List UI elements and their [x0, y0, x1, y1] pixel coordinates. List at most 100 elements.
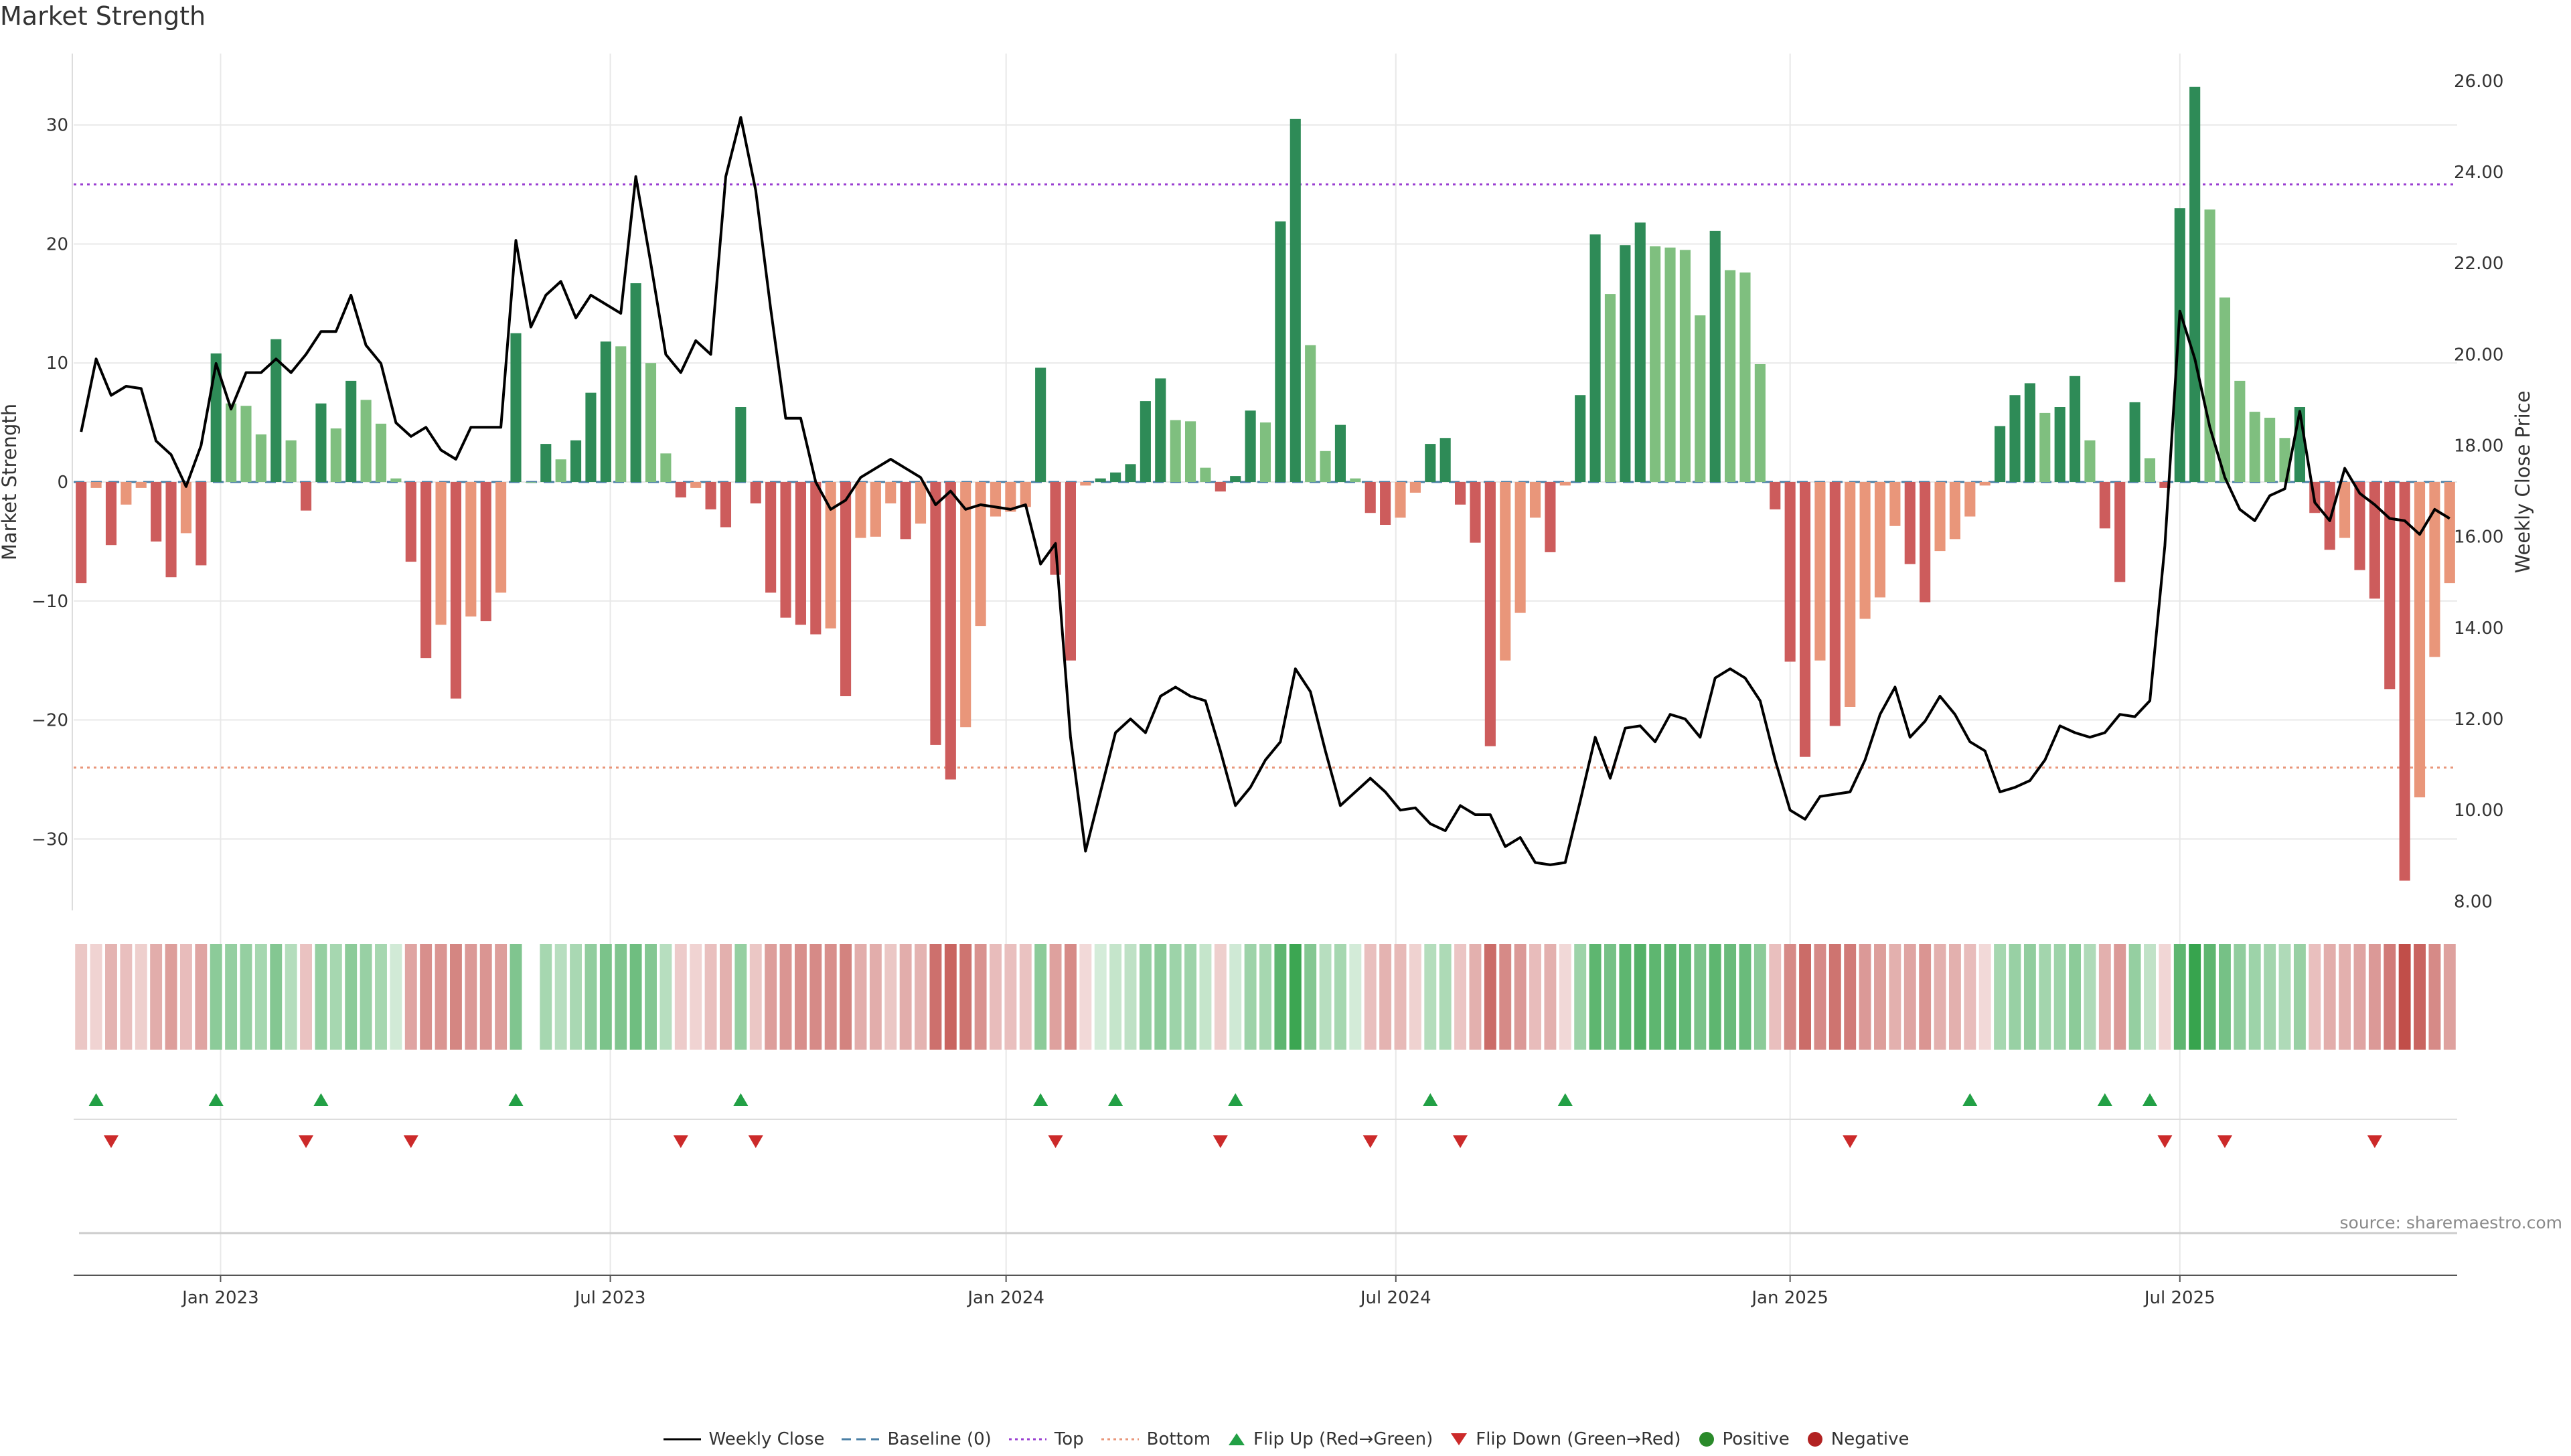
- strength-bar: [1110, 472, 1121, 482]
- heat-cell: [1919, 944, 1932, 1050]
- heat-cell: [1799, 944, 1811, 1050]
- strength-bar: [705, 482, 716, 509]
- heat-cell: [1379, 944, 1392, 1050]
- heat-cell: [615, 944, 627, 1050]
- heat-cell: [1948, 944, 1961, 1050]
- heat-cell: [1109, 944, 1122, 1050]
- heat-cell: [1229, 944, 1242, 1050]
- heat-cell: [2323, 944, 2336, 1050]
- heat-cell: [2069, 944, 2082, 1050]
- heat-cell: [1169, 944, 1182, 1050]
- flip-down-marker: [1362, 1135, 1378, 1148]
- heat-cell: [285, 944, 297, 1050]
- heat-cell: [629, 944, 642, 1050]
- y-tick-label: −10: [31, 592, 68, 612]
- strength-bar: [540, 444, 552, 482]
- heat-cell: [1529, 944, 1541, 1050]
- heat-cell: [2398, 944, 2411, 1050]
- strength-bar: [1290, 118, 1301, 482]
- heat-cell: [554, 944, 567, 1050]
- strength-bar: [1545, 482, 1556, 552]
- strength-bar: [1620, 245, 1631, 482]
- heat-cell: [240, 944, 252, 1050]
- strength-bar: [330, 428, 341, 482]
- y2-tick-label: 14.00: [2454, 619, 2503, 639]
- legend-label: Bottom: [1146, 1429, 1211, 1449]
- x-tick-label: Jul 2023: [574, 1288, 646, 1308]
- heat-cell: [1978, 944, 1991, 1050]
- strength-bar: [525, 482, 536, 483]
- legend-label: Top: [1054, 1429, 1084, 1449]
- heat-cell: [929, 944, 942, 1050]
- strength-bar: [196, 482, 207, 566]
- heat-cell: [315, 944, 327, 1050]
- heat-cell: [1094, 944, 1107, 1050]
- flip-up-marker: [1033, 1093, 1048, 1106]
- heat-cell: [2023, 944, 2036, 1050]
- heat-cell: [1214, 944, 1227, 1050]
- strength-bar: [1230, 476, 1241, 482]
- heat-cell: [2234, 944, 2246, 1050]
- weekly-close-line: [80, 116, 2450, 866]
- strength-bar: [2174, 208, 2185, 482]
- heat-cell: [2039, 944, 2051, 1050]
- flip-down-marker: [2367, 1135, 2382, 1148]
- heat-cell: [1499, 944, 1512, 1050]
- strength-bar: [2399, 482, 2410, 881]
- heat-cell: [2384, 944, 2396, 1050]
- strength-bar: [1770, 482, 1781, 509]
- heat-cell: [2009, 944, 2021, 1050]
- y-tick-label: 10: [46, 353, 68, 374]
- strength-bar: [1589, 234, 1601, 482]
- y2-tick-label: 26.00: [2454, 72, 2503, 92]
- heat-cell: [2248, 944, 2261, 1050]
- y2-tick-label: 20.00: [2454, 345, 2503, 365]
- strength-bar: [1245, 410, 1256, 482]
- heat-cell: [1814, 944, 1826, 1050]
- strength-bar: [1200, 467, 1211, 482]
- strength-bar: [1725, 270, 1736, 482]
- heat-cell: [120, 944, 133, 1050]
- flip-down-marker: [1048, 1135, 1063, 1148]
- strength-bar: [1814, 482, 1826, 661]
- y-axis-label: Market Strength: [0, 404, 21, 560]
- strength-bar: [1920, 482, 1931, 602]
- strength-bar: [135, 482, 147, 488]
- strength-bar: [2144, 458, 2156, 482]
- strength-bar: [1845, 482, 1856, 707]
- heat-cell: [2084, 944, 2096, 1050]
- strength-bar: [2039, 412, 2051, 482]
- weekly-close-line-group: [80, 116, 2450, 866]
- strength-bar: [1365, 482, 1376, 513]
- strength-bar: [255, 434, 266, 482]
- heat-cell: [659, 944, 672, 1050]
- flip-up-marker: [208, 1093, 224, 1106]
- heat-cell: [1994, 944, 2007, 1050]
- heat-cell: [915, 944, 927, 1050]
- heat-cell: [1859, 944, 1871, 1050]
- strength-bar: [1395, 482, 1406, 518]
- strength-bar: [1964, 482, 1976, 517]
- baseline-dash-icon: [842, 1438, 880, 1441]
- strength-bar: [960, 482, 971, 728]
- flip-down-marker: [2157, 1135, 2173, 1148]
- strength-bar: [121, 482, 132, 505]
- strength-bar: [2234, 380, 2246, 482]
- heat-cell: [1828, 944, 1841, 1050]
- heat-cell: [345, 944, 358, 1050]
- heat-strip: [75, 944, 2456, 1050]
- heat-cell: [824, 944, 837, 1050]
- legend-item-weekly-close: Weekly Close: [662, 1429, 824, 1449]
- strength-bar: [1470, 482, 1481, 543]
- strength-bar: [1184, 421, 1196, 482]
- heat-cell: [1049, 944, 1062, 1050]
- strength-bar: [2324, 482, 2335, 550]
- heat-cell: [1619, 944, 1632, 1050]
- strength-bar: [226, 403, 237, 482]
- strength-bar: [1020, 482, 1031, 507]
- strength-bar: [1334, 424, 1346, 482]
- heat-cell: [135, 944, 147, 1050]
- heat-cell: [1319, 944, 1332, 1050]
- strength-bar: [765, 482, 777, 593]
